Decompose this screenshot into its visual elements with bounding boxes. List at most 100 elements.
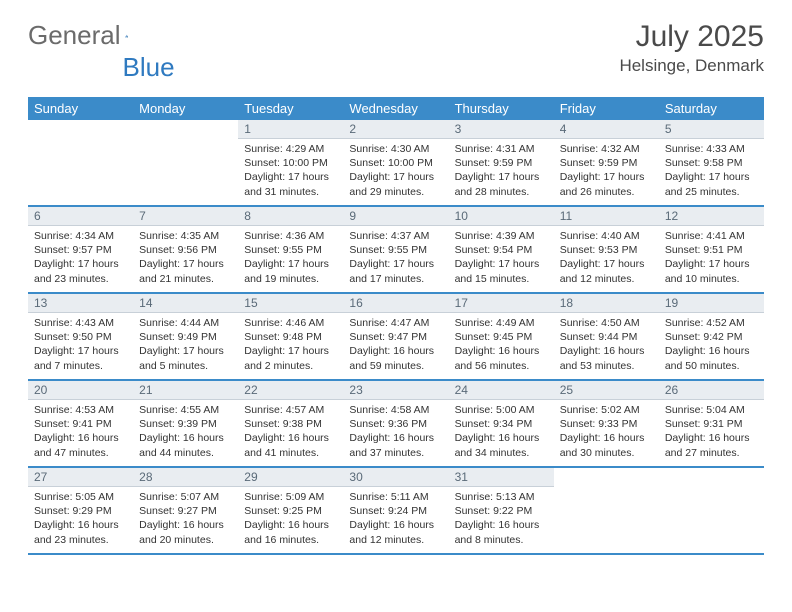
day-details: Sunrise: 5:02 AMSunset: 9:33 PMDaylight:… [554,400,659,466]
brand-word-1: General [28,20,121,51]
month-title: July 2025 [619,20,764,54]
day-line-dl2: and 27 minutes. [665,446,758,460]
calendar-cell: 13 Sunrise: 4:43 AMSunset: 9:50 PMDayligh… [28,294,133,380]
day-line-dl1: Daylight: 16 hours [560,344,653,358]
calendar-cell: 26Sunrise: 5:04 AMSunset: 9:31 PMDayligh… [659,381,764,467]
day-line-ss: Sunset: 9:50 PM [34,330,127,344]
day-line-sr: Sunrise: 4:53 AM [34,403,127,417]
day-line-sr: Sunrise: 4:36 AM [244,229,337,243]
title-block: July 2025 Helsinge, Denmark [619,20,764,76]
day-line-dl1: Daylight: 17 hours [244,257,337,271]
day-number: 25 [554,381,659,400]
calendar-cell: 19Sunrise: 4:52 AMSunset: 9:42 PMDayligh… [659,294,764,380]
day-line-sr: Sunrise: 4:33 AM [665,142,758,156]
day-line-ss: Sunset: 9:54 PM [455,243,548,257]
day-line-dl1: Daylight: 17 hours [455,170,548,184]
day-line-ss: Sunset: 9:59 PM [455,156,548,170]
calendar-cell: 30Sunrise: 5:11 AMSunset: 9:24 PMDayligh… [343,468,448,554]
day-line-ss: Sunset: 9:44 PM [560,330,653,344]
weekday-header: Thursday [449,97,554,120]
day-line-dl2: and 20 minutes. [139,533,232,547]
day-line-dl2: and 12 minutes. [560,272,653,286]
day-number: 28 [133,468,238,487]
day-number: 19 [659,294,764,313]
day-details: Sunrise: 5:13 AMSunset: 9:22 PMDaylight:… [449,487,554,553]
calendar-cell: 21Sunrise: 4:55 AMSunset: 9:39 PMDayligh… [133,381,238,467]
day-line-dl2: and 37 minutes. [349,446,442,460]
day-line-dl2: and 30 minutes. [560,446,653,460]
calendar-body: 1Sunrise: 4:29 AMSunset: 10:00 PMDayligh… [28,120,764,555]
day-line-ss: Sunset: 9:36 PM [349,417,442,431]
day-line-ss: Sunset: 9:39 PM [139,417,232,431]
day-line-ss: Sunset: 9:49 PM [139,330,232,344]
day-line-dl1: Daylight: 17 hours [349,170,442,184]
weekday-header: Sunday [28,97,133,120]
day-line-dl1: Daylight: 16 hours [139,431,232,445]
day-details: Sunrise: 4:50 AMSunset: 9:44 PMDaylight:… [554,313,659,379]
day-number: 1 [238,120,343,139]
day-line-dl2: and 53 minutes. [560,359,653,373]
day-line-ss: Sunset: 9:53 PM [560,243,653,257]
calendar-cell: 6Sunrise: 4:34 AMSunset: 9:57 PMDaylight… [28,207,133,293]
day-line-dl1: Daylight: 17 hours [34,344,127,358]
day-line-ss: Sunset: 9:27 PM [139,504,232,518]
day-number: 15 [238,294,343,313]
day-line-dl2: and 50 minutes. [665,359,758,373]
day-line-ss: Sunset: 9:31 PM [665,417,758,431]
brand-logo: General [28,20,149,51]
day-line-sr: Sunrise: 4:57 AM [244,403,337,417]
day-details: Sunrise: 4:33 AMSunset: 9:58 PMDaylight:… [659,139,764,205]
weekday-header: Saturday [659,97,764,120]
day-line-ss: Sunset: 9:22 PM [455,504,548,518]
day-line-ss: Sunset: 9:48 PM [244,330,337,344]
day-line-dl2: and 19 minutes. [244,272,337,286]
location-label: Helsinge, Denmark [619,56,764,76]
day-number: 10 [449,207,554,226]
day-line-dl1: Daylight: 16 hours [455,344,548,358]
day-line-sr: Sunrise: 5:07 AM [139,490,232,504]
day-line-sr: Sunrise: 4:34 AM [34,229,127,243]
day-line-dl2: and 44 minutes. [139,446,232,460]
calendar-row: 13Sunrise: 4:43 AMSunset: 9:50 PMDayligh… [28,294,764,380]
day-line-dl2: and 12 minutes. [349,533,442,547]
weekday-header-row: Sunday Monday Tuesday Wednesday Thursday… [28,97,764,120]
day-number: 13 [28,294,133,313]
day-line-sr: Sunrise: 4:58 AM [349,403,442,417]
day-line-dl2: and 28 minutes. [455,185,548,199]
day-line-dl2: and 23 minutes. [34,272,127,286]
day-line-dl2: and 56 minutes. [455,359,548,373]
day-details: Sunrise: 4:40 AMSunset: 9:53 PMDaylight:… [554,226,659,292]
day-line-dl1: Daylight: 16 hours [349,518,442,532]
calendar-cell [133,120,238,206]
day-line-dl1: Daylight: 17 hours [244,344,337,358]
day-line-ss: Sunset: 9:47 PM [349,330,442,344]
calendar-row: 6Sunrise: 4:34 AMSunset: 9:57 PMDaylight… [28,207,764,293]
day-line-dl1: Daylight: 16 hours [560,431,653,445]
calendar-cell [554,468,659,554]
day-line-ss: Sunset: 9:38 PM [244,417,337,431]
day-line-dl2: and 7 minutes. [34,359,127,373]
day-line-ss: Sunset: 9:29 PM [34,504,127,518]
day-line-ss: Sunset: 9:59 PM [560,156,653,170]
day-line-dl2: and 10 minutes. [665,272,758,286]
day-number: 30 [343,468,448,487]
day-number: 14 [133,294,238,313]
day-line-dl2: and 41 minutes. [244,446,337,460]
day-line-dl2: and 23 minutes. [34,533,127,547]
day-number: 21 [133,381,238,400]
calendar-cell: 12Sunrise: 4:41 AMSunset: 9:51 PMDayligh… [659,207,764,293]
calendar-row: 1Sunrise: 4:29 AMSunset: 10:00 PMDayligh… [28,120,764,206]
calendar-cell: 1Sunrise: 4:29 AMSunset: 10:00 PMDayligh… [238,120,343,206]
day-details: Sunrise: 5:09 AMSunset: 9:25 PMDaylight:… [238,487,343,553]
day-details: Sunrise: 4:39 AMSunset: 9:54 PMDaylight:… [449,226,554,292]
day-line-sr: Sunrise: 5:13 AM [455,490,548,504]
day-details: Sunrise: 4:57 AMSunset: 9:38 PMDaylight:… [238,400,343,466]
day-line-dl1: Daylight: 17 hours [139,344,232,358]
day-line-dl2: and 2 minutes. [244,359,337,373]
day-line-sr: Sunrise: 4:49 AM [455,316,548,330]
day-details: Sunrise: 5:00 AMSunset: 9:34 PMDaylight:… [449,400,554,466]
day-line-sr: Sunrise: 4:41 AM [665,229,758,243]
day-line-sr: Sunrise: 4:43 AM [34,316,127,330]
day-line-sr: Sunrise: 5:09 AM [244,490,337,504]
day-number: 22 [238,381,343,400]
